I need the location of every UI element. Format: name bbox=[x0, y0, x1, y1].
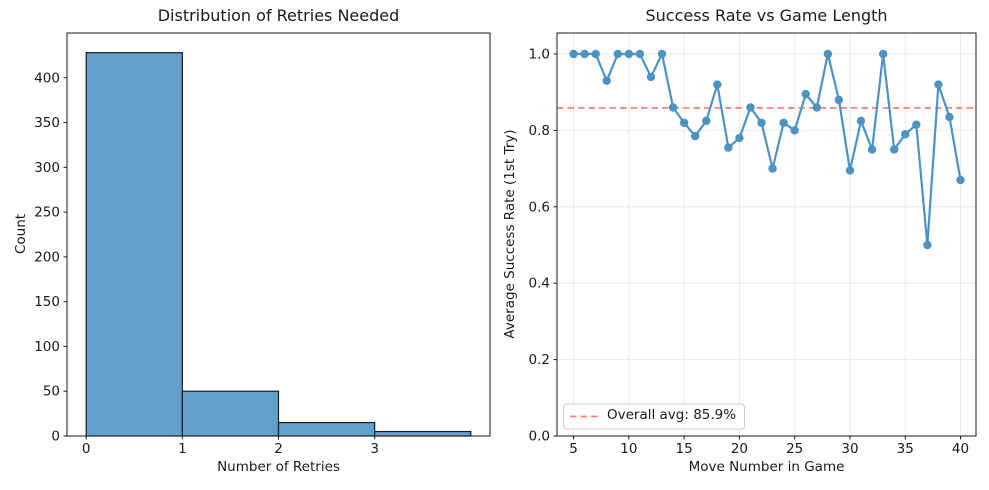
data-point-marker bbox=[901, 130, 910, 139]
data-point-marker bbox=[878, 49, 888, 59]
legend-box bbox=[563, 403, 745, 430]
data-point-marker bbox=[757, 118, 766, 127]
data-point-marker bbox=[635, 49, 645, 59]
data-point-marker bbox=[768, 164, 777, 173]
y-tick-label: 1.0 bbox=[529, 47, 550, 63]
data-point-marker bbox=[657, 49, 667, 59]
data-point-marker bbox=[956, 175, 965, 185]
x-tick-label: 1 bbox=[178, 441, 187, 457]
data-point-marker bbox=[724, 143, 733, 152]
data-point-marker bbox=[668, 103, 678, 112]
y-tick-label: 0.8 bbox=[529, 123, 550, 139]
data-point-marker bbox=[823, 49, 833, 59]
data-point-marker bbox=[746, 103, 755, 112]
data-point-marker bbox=[790, 126, 799, 135]
y-tick-label: 300 bbox=[34, 160, 60, 176]
data-point-marker bbox=[934, 80, 943, 89]
data-point-marker bbox=[889, 145, 899, 154]
success-rate-line bbox=[572, 52, 962, 247]
y-tick-label: 200 bbox=[34, 249, 60, 265]
x-tick-label: 3 bbox=[370, 441, 379, 457]
y-tick-label: 0 bbox=[51, 429, 60, 445]
data-point-marker bbox=[702, 116, 711, 126]
data-point-marker bbox=[923, 240, 932, 250]
data-point-marker bbox=[591, 49, 600, 59]
x-tick-label: 40 bbox=[952, 441, 969, 457]
x-tick-label: 20 bbox=[731, 441, 748, 457]
y-tick-label: 0.4 bbox=[529, 276, 550, 292]
data-point-marker bbox=[613, 49, 623, 59]
x-tick-label: 35 bbox=[897, 441, 914, 457]
y-tick-label: 0.0 bbox=[529, 429, 550, 445]
x-tick-label: 15 bbox=[676, 441, 693, 457]
x-tick-label: 30 bbox=[841, 441, 858, 457]
data-point-marker bbox=[580, 49, 589, 59]
y-tick-label: 350 bbox=[34, 115, 60, 131]
x-tick-label: 0 bbox=[82, 441, 91, 457]
data-point-marker bbox=[690, 131, 700, 141]
data-point-marker bbox=[779, 118, 788, 127]
y-tick-label: 400 bbox=[34, 70, 60, 86]
histogram-bar bbox=[374, 430, 472, 437]
plot-border bbox=[556, 32, 977, 437]
data-point-marker bbox=[834, 95, 844, 105]
data-point-marker bbox=[602, 76, 611, 85]
histogram-bar bbox=[277, 421, 376, 437]
y-tick-label: 100 bbox=[34, 339, 60, 355]
data-point-marker bbox=[735, 133, 744, 143]
x-tick-label: 2 bbox=[274, 441, 283, 457]
data-point-marker bbox=[624, 49, 634, 59]
y-tick-label: 150 bbox=[34, 294, 60, 310]
data-point-marker bbox=[569, 49, 578, 59]
x-tick-label: 10 bbox=[620, 441, 637, 457]
data-point-marker bbox=[856, 116, 866, 126]
y-tick-label: 50 bbox=[43, 384, 60, 400]
data-point-marker bbox=[812, 103, 822, 112]
data-point-marker bbox=[845, 166, 855, 175]
histogram-bar bbox=[181, 390, 280, 437]
x-tick-label: 5 bbox=[569, 441, 578, 457]
data-point-marker bbox=[801, 89, 810, 99]
histogram-bar bbox=[85, 52, 183, 437]
data-point-marker bbox=[867, 145, 877, 154]
y-tick-label: 0.6 bbox=[529, 199, 550, 215]
data-point-marker bbox=[713, 80, 722, 89]
x-tick-label: 25 bbox=[786, 441, 803, 457]
data-point-marker bbox=[945, 112, 954, 122]
y-tick-label: 0.2 bbox=[529, 352, 550, 368]
data-point-marker bbox=[912, 120, 921, 129]
data-point-marker bbox=[646, 72, 656, 82]
y-tick-label: 250 bbox=[34, 205, 60, 221]
data-point-marker bbox=[679, 118, 689, 127]
